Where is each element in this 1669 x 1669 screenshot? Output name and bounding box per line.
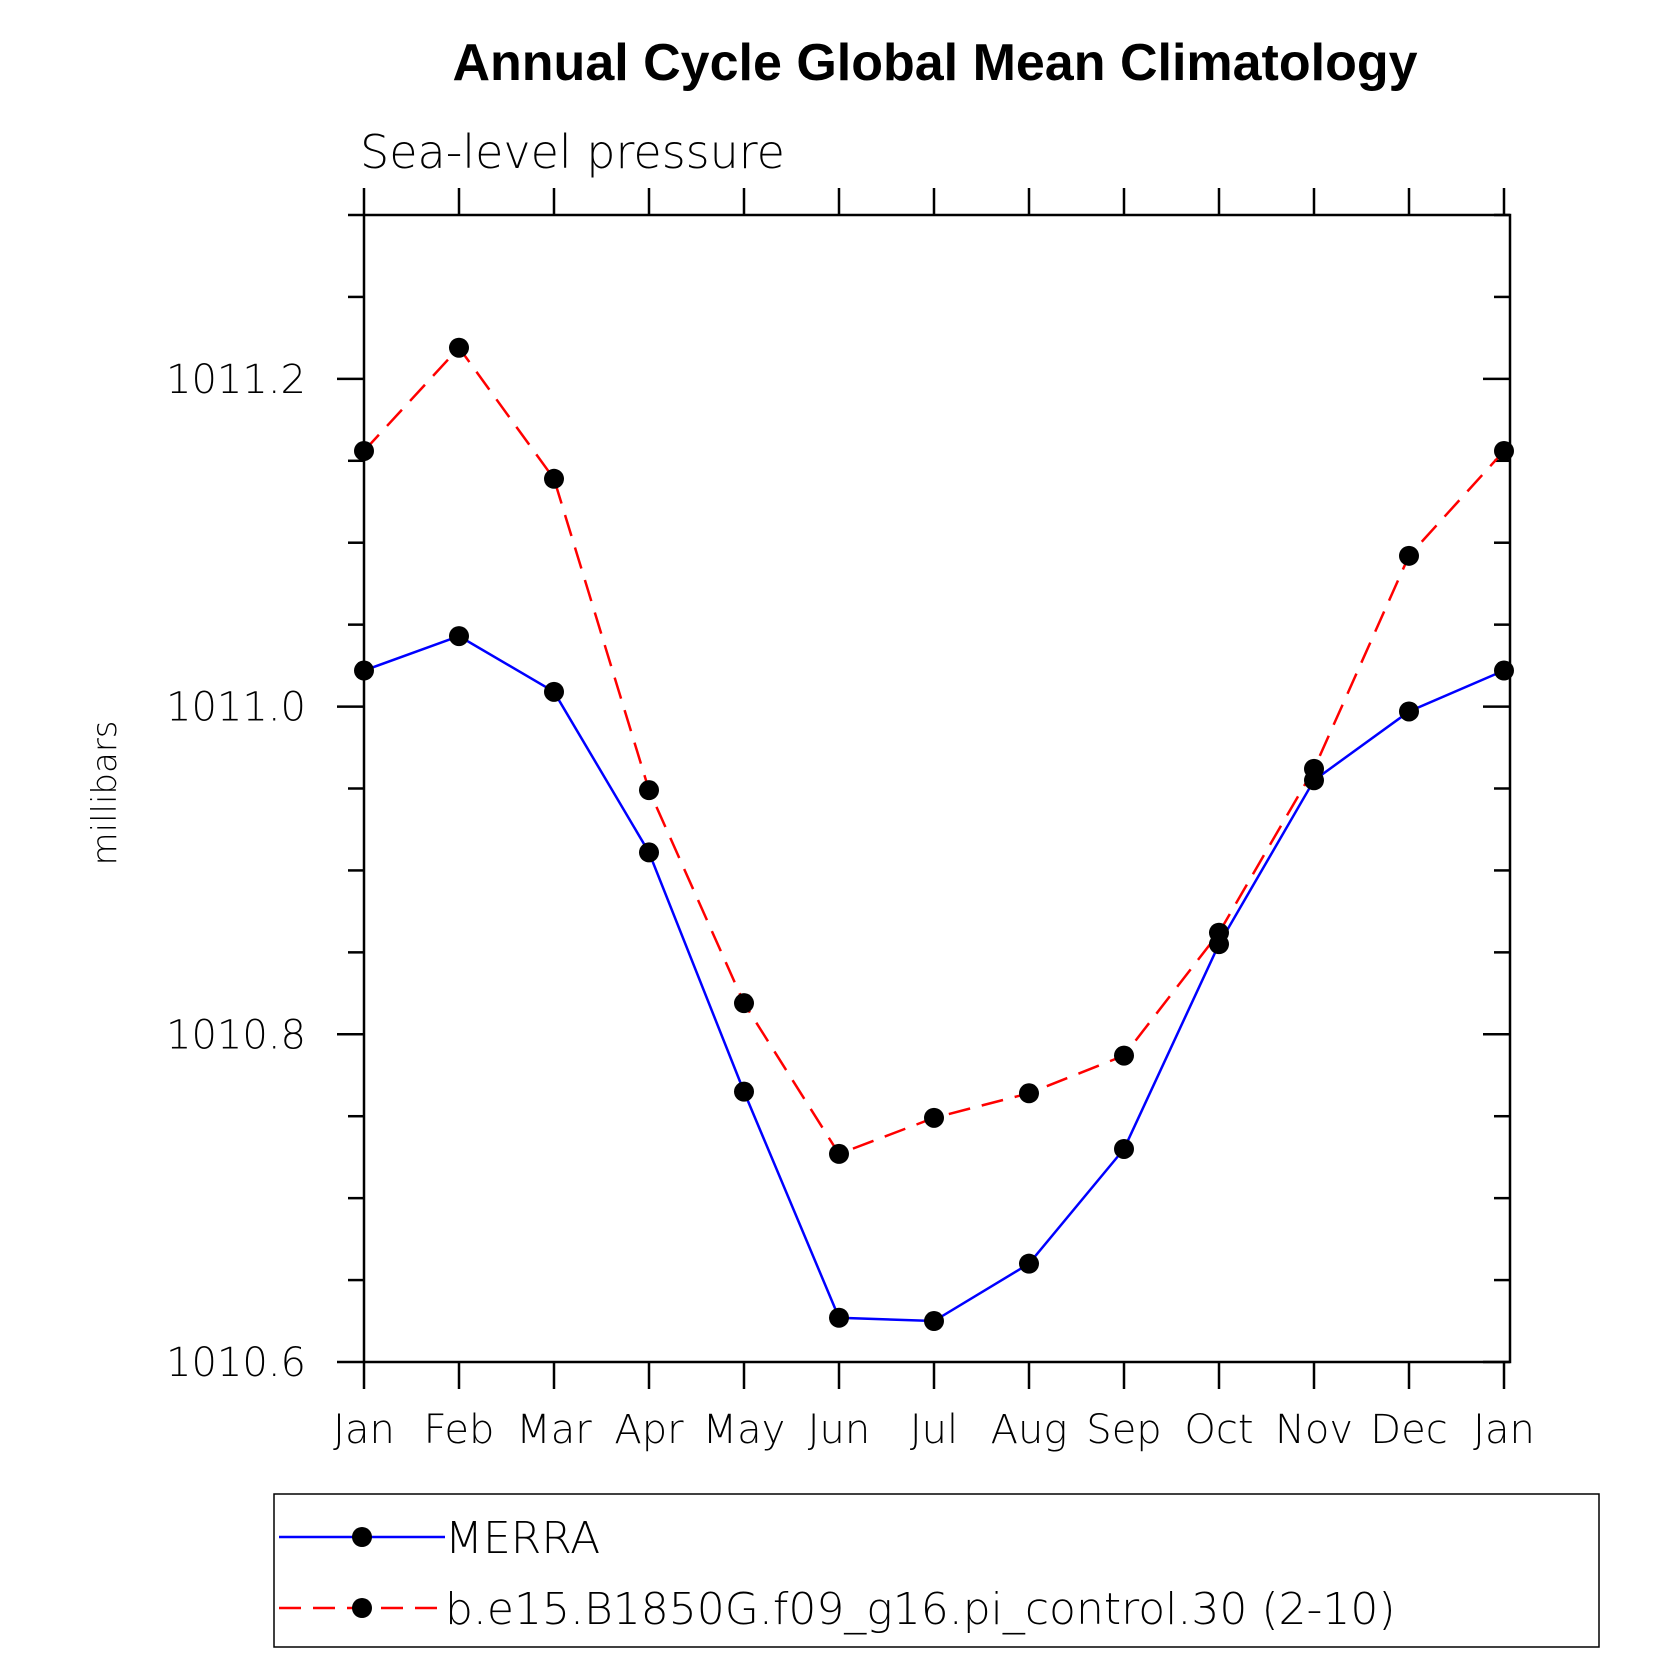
x-tick-labels: Jan Feb Mar Apr May Jun Jul Aug Sep Oct Nov Dec Jan bbox=[333, 1407, 1535, 1453]
data-point-merra bbox=[1114, 1138, 1134, 1159]
axis-ticks bbox=[337, 188, 1510, 1389]
data-point-model bbox=[1304, 758, 1324, 779]
data-point-merra bbox=[829, 1307, 849, 1328]
legend-label-model: b.e15.B1850G.f09_g16.pi_control.30 (2-10… bbox=[445, 1584, 1396, 1635]
legend-marker-model bbox=[352, 1598, 372, 1618]
data-point-merra bbox=[1019, 1253, 1039, 1274]
x-tick-label: Jan bbox=[333, 1407, 395, 1453]
data-point-model bbox=[829, 1143, 849, 1164]
data-point-model bbox=[354, 440, 374, 461]
data-point-model bbox=[639, 780, 659, 801]
chart-subtitle: Sea-level pressure bbox=[360, 125, 785, 179]
chart-title: Annual Cycle Global Mean Climatology bbox=[452, 34, 1417, 92]
data-point-model bbox=[1114, 1045, 1134, 1066]
data-point-merra bbox=[1399, 701, 1419, 722]
legend-box bbox=[273, 1493, 1600, 1648]
legend: MERRA b.e15.B1850G.f09_g16.pi_control.30… bbox=[273, 1493, 1600, 1648]
y-tick-label: 1011.0 bbox=[166, 685, 306, 731]
data-point-model bbox=[1494, 440, 1514, 461]
y-axis-label: millibars bbox=[85, 720, 125, 865]
data-point-merra bbox=[1494, 660, 1514, 681]
x-tick-label: Dec bbox=[1370, 1407, 1447, 1453]
x-tick-label: May bbox=[703, 1407, 786, 1453]
data-point-merra bbox=[449, 626, 469, 647]
x-tick-label: Aug bbox=[991, 1407, 1068, 1453]
data-point-model bbox=[1209, 922, 1229, 943]
series-line-merra bbox=[363, 634, 1505, 1323]
series-layer bbox=[354, 337, 1514, 1332]
x-tick-label: Nov bbox=[1275, 1407, 1353, 1453]
data-point-merra bbox=[734, 1081, 754, 1102]
data-point-model bbox=[734, 993, 754, 1014]
x-tick-label: Feb bbox=[424, 1407, 495, 1453]
data-point-model bbox=[449, 337, 469, 358]
x-tick-label: Sep bbox=[1086, 1407, 1161, 1453]
data-point-model bbox=[1019, 1083, 1039, 1104]
y-tick-label: 1010.6 bbox=[166, 1340, 306, 1386]
legend-marker-merra bbox=[352, 1527, 372, 1547]
legend-label-merra: MERRA bbox=[445, 1513, 600, 1564]
data-point-model bbox=[1399, 545, 1419, 566]
data-point-merra bbox=[639, 842, 659, 863]
data-point-model bbox=[544, 468, 564, 489]
plot-frame bbox=[362, 213, 1512, 1364]
data-point-merra bbox=[354, 660, 374, 681]
data-point-merra bbox=[544, 681, 564, 702]
x-tick-label: Jan bbox=[1473, 1407, 1535, 1453]
y-tick-label: 1010.8 bbox=[166, 1012, 306, 1058]
x-tick-label: Oct bbox=[1184, 1407, 1253, 1453]
y-tick-label: 1011.2 bbox=[166, 357, 306, 403]
x-tick-label: Jul bbox=[910, 1407, 958, 1453]
data-point-model bbox=[924, 1107, 944, 1128]
series-line-model bbox=[363, 345, 1505, 1156]
y-tick-labels: 1010.6 1010.8 1011.0 1011.2 bbox=[166, 357, 306, 1386]
x-tick-label: Jun bbox=[808, 1407, 871, 1453]
data-point-merra bbox=[924, 1311, 944, 1332]
x-tick-label: Apr bbox=[614, 1407, 684, 1453]
x-tick-label: Mar bbox=[516, 1407, 592, 1453]
